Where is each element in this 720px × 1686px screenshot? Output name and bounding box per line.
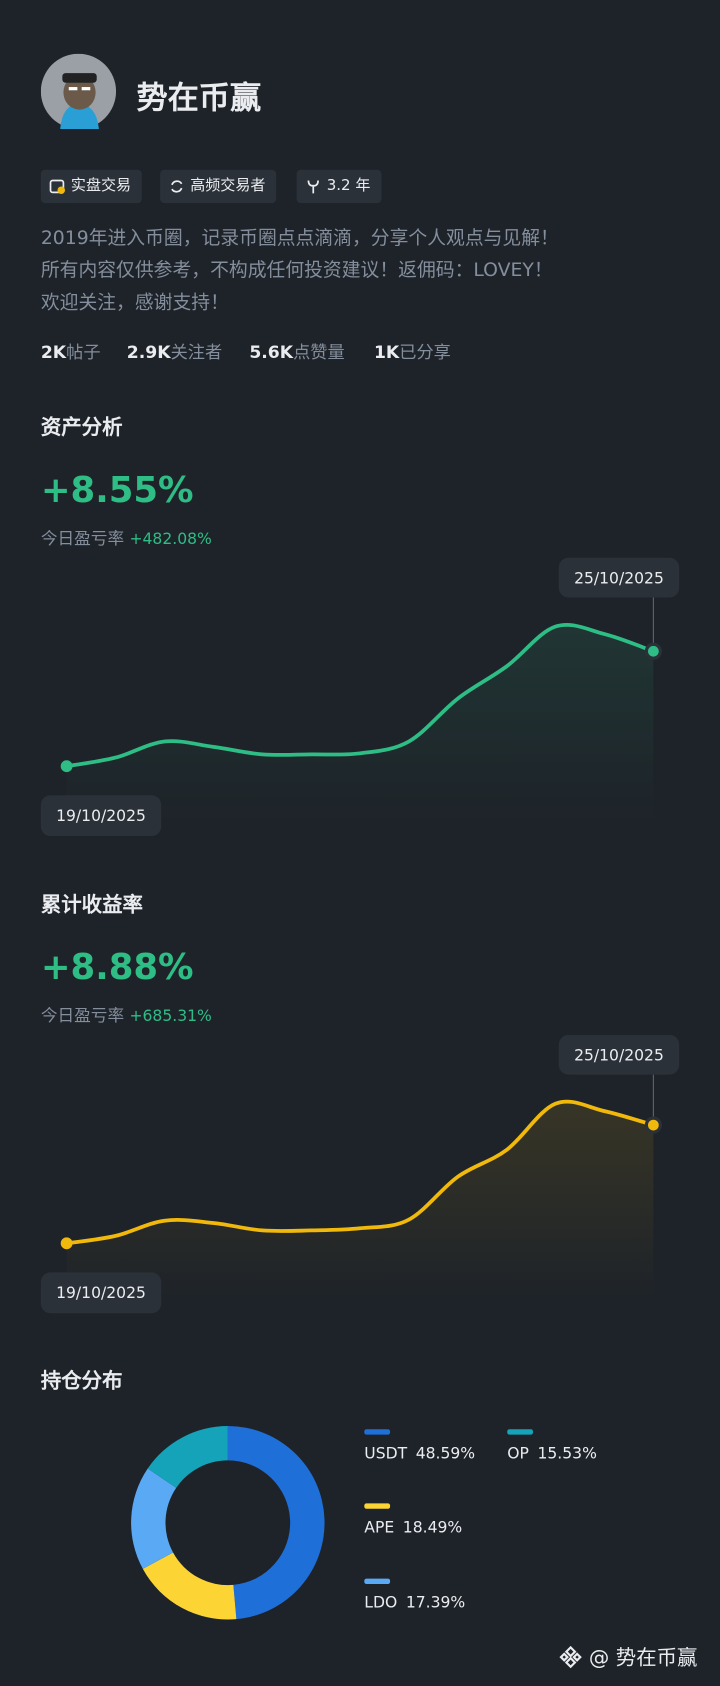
sub-value: +685.31% bbox=[129, 1008, 212, 1026]
stat-value: 5.6K bbox=[249, 341, 294, 363]
date-tag bbox=[40, 1272, 162, 1314]
section-title: 累计收益率 bbox=[40, 893, 143, 917]
area bbox=[66, 624, 654, 823]
badge-text: 高频交易者 bbox=[190, 177, 266, 195]
sub-label: 今日盈亏率 bbox=[40, 1005, 125, 1026]
donut-slice bbox=[131, 1468, 177, 1569]
sub-line: 今日盈亏率 +685.31% bbox=[41, 1003, 212, 1027]
headline: +8.55% bbox=[40, 468, 194, 511]
badge: 实盘交易 bbox=[40, 169, 142, 204]
legend-swatch bbox=[364, 1503, 391, 1509]
end-date: 25/10/2025 bbox=[574, 1047, 664, 1065]
bio-line: 所有内容仅供参考，不构成任何投资建议！返佣码：LOVEY！ bbox=[40, 260, 553, 282]
stat[interactable]: 2.9K关注者 bbox=[127, 337, 222, 363]
section-title: 资产分析 bbox=[40, 415, 123, 440]
date-tag bbox=[558, 557, 680, 598]
bio-line: 2019年进入币圈，记录币圈点点滴滴，分享个人观点与见解！ bbox=[40, 227, 559, 250]
legend-name: USDT bbox=[364, 1444, 407, 1462]
stat[interactable]: 1K已分享 bbox=[374, 337, 451, 363]
legend-text: OP 15.53% bbox=[507, 1444, 597, 1462]
legend-swatch bbox=[364, 1429, 391, 1435]
legend-text: LDO 17.39% bbox=[364, 1594, 465, 1612]
badge-text: 3.2 年 bbox=[326, 177, 371, 195]
stat-label: 已分享 bbox=[399, 341, 451, 363]
donut-slice bbox=[147, 1426, 228, 1488]
section-title: 持仓分布 bbox=[40, 1369, 123, 1393]
badge: 高频交易者 bbox=[160, 169, 277, 204]
badge-text: 实盘交易 bbox=[70, 177, 132, 195]
bio-line: 欢迎关注，感谢支持！ bbox=[40, 292, 229, 314]
legend-text: USDT 48.59% bbox=[364, 1444, 475, 1462]
end-dot-core bbox=[648, 1119, 659, 1131]
legend-name: OP bbox=[507, 1444, 529, 1462]
date-tag bbox=[40, 795, 162, 837]
stat-value: 2.9K bbox=[126, 341, 171, 363]
stat-label: 点赞量 bbox=[293, 341, 345, 363]
stat-label: 关注者 bbox=[170, 341, 223, 363]
legend-swatch bbox=[364, 1578, 391, 1585]
avatar[interactable] bbox=[40, 53, 117, 129]
watermark-text: @ 势在币赢 bbox=[588, 1646, 698, 1670]
legend-name: LDO bbox=[364, 1594, 397, 1612]
start-date: 19/10/2025 bbox=[56, 1284, 146, 1302]
watermark: @ 势在币赢 bbox=[559, 1642, 698, 1671]
line bbox=[64, 622, 656, 769]
legend-value: 17.39% bbox=[406, 1594, 465, 1612]
sub-label: 今日盈亏率 bbox=[40, 528, 125, 549]
stat-value: 1K bbox=[373, 341, 400, 363]
legend-value: 48.59% bbox=[416, 1444, 475, 1462]
legend-swatch bbox=[507, 1429, 534, 1435]
stat[interactable]: 5.6K点赞量 bbox=[249, 337, 344, 363]
stat-value: 2K bbox=[40, 341, 67, 363]
legend-text: APE 18.49% bbox=[364, 1518, 462, 1536]
badge: 3.2 年 bbox=[296, 169, 382, 204]
legend-value: 18.49% bbox=[403, 1518, 462, 1536]
user-name: 势在币赢 bbox=[136, 79, 262, 117]
end-date: 25/10/2025 bbox=[574, 570, 664, 588]
headline: +8.88% bbox=[40, 945, 194, 988]
donut-slice bbox=[142, 1552, 237, 1620]
date-tag bbox=[558, 1034, 680, 1075]
donut-slice bbox=[227, 1426, 325, 1620]
stat[interactable]: 2K帖子 bbox=[41, 337, 101, 363]
line bbox=[64, 1099, 656, 1246]
sub-line: 今日盈亏率 +482.08% bbox=[41, 525, 212, 549]
stat-label: 帖子 bbox=[66, 341, 101, 363]
start-dot bbox=[60, 760, 73, 773]
sub-value: +482.08% bbox=[129, 530, 212, 549]
end-dot-core bbox=[648, 645, 659, 657]
start-date: 19/10/2025 bbox=[56, 807, 146, 825]
legend-name: APE bbox=[364, 1518, 394, 1536]
start-dot bbox=[60, 1237, 73, 1250]
legend-value: 15.53% bbox=[537, 1444, 596, 1462]
